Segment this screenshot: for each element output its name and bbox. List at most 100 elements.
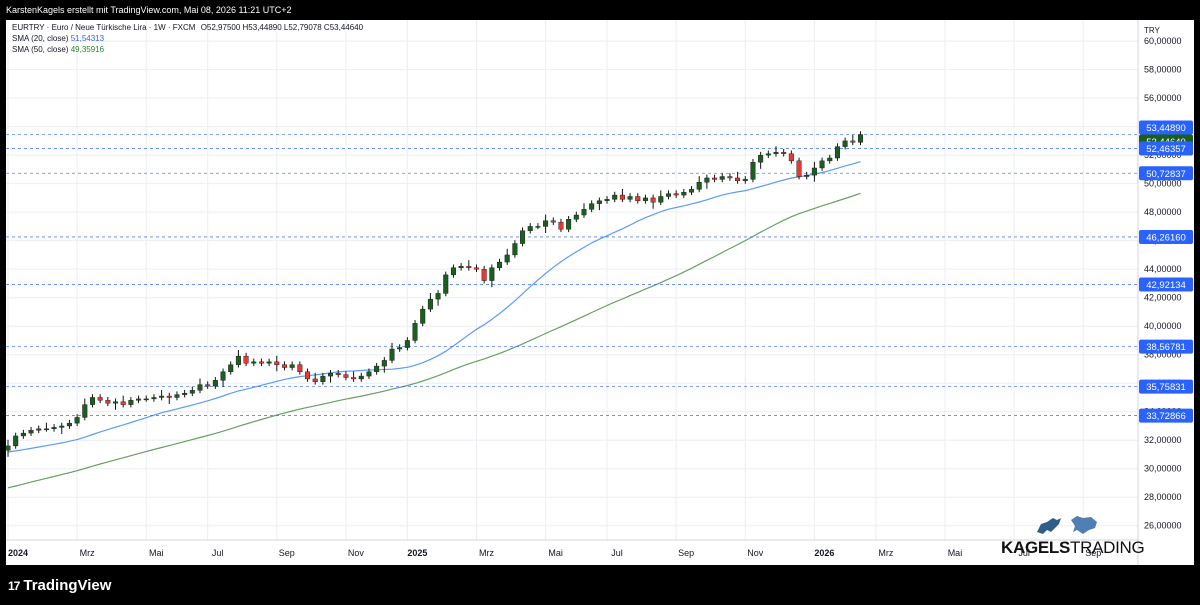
candle-up — [159, 395, 165, 398]
price-label-text: 52,46357 — [1146, 144, 1186, 155]
price-label-text: 35,75831 — [1146, 382, 1186, 393]
candle-down — [351, 377, 357, 380]
candle-down — [120, 401, 126, 405]
x-tick-label: Mrz — [878, 548, 893, 558]
candle-down — [97, 397, 103, 401]
candle-up — [842, 140, 848, 147]
candle-down — [735, 177, 741, 182]
y-tick-label: 40,00000 — [1144, 321, 1182, 331]
candle-up — [665, 193, 671, 197]
caption-text: KarstenKagels erstellt mit TradingView.c… — [6, 5, 292, 15]
symbol-line[interactable]: EURTRY · Euro / Neue Türkische Lira · 1W… — [12, 22, 366, 33]
candle-up — [857, 134, 863, 143]
candle-down — [619, 194, 625, 200]
candle-up — [758, 154, 764, 163]
candle-up — [128, 400, 134, 405]
price-label-box — [1139, 229, 1193, 244]
x-tick-label: Jul — [212, 548, 224, 558]
candle-up — [581, 209, 587, 216]
candle-up — [604, 199, 610, 201]
sma20-label: SMA (20, close) — [12, 34, 69, 43]
candle-up — [681, 192, 687, 196]
candle-down — [550, 220, 556, 223]
price-label-text: 42,92134 — [1146, 280, 1186, 291]
brand-bold: KAGELS — [1001, 538, 1071, 557]
candle-up — [811, 167, 817, 176]
y-tick-label: 60,00000 — [1144, 36, 1182, 46]
candle-up — [642, 197, 648, 201]
candle-up — [320, 375, 326, 382]
price-label-box — [1139, 120, 1193, 135]
candle-up — [404, 340, 410, 348]
candle-down — [558, 221, 564, 230]
brand-light: TRADING — [1070, 538, 1145, 557]
chart-legend: EURTRY · Euro / Neue Türkische Lira · 1W… — [12, 22, 366, 55]
candle-up — [220, 371, 226, 381]
brand-watermark: KAGELSTRADING — [1001, 512, 1145, 562]
x-tick-label: Mrz — [80, 548, 95, 558]
candle-up — [566, 219, 572, 230]
candle-up — [74, 417, 80, 424]
candle-up — [389, 348, 395, 361]
candle-up — [366, 371, 372, 377]
candle-up — [36, 428, 42, 431]
candle-up — [182, 392, 188, 395]
candle-down — [258, 361, 264, 364]
candle-down — [673, 193, 679, 196]
y-tick-label: 58,00000 — [1144, 65, 1182, 75]
candle-up — [358, 375, 364, 380]
candle-up — [834, 146, 840, 159]
candle-up — [28, 430, 34, 434]
candle-up — [627, 196, 633, 200]
y-tick-label: 32,00000 — [1144, 435, 1182, 445]
tradingview-logo[interactable]: 17 TradingView — [8, 577, 111, 594]
candle-up — [136, 398, 142, 401]
y-tick-label: 50,00000 — [1144, 179, 1182, 189]
candle-up — [543, 220, 549, 227]
candle-up — [266, 361, 272, 364]
sma50-legend[interactable]: SMA (50, close) 49,35916 — [12, 44, 366, 55]
candle-up — [51, 427, 57, 430]
y-tick-label: 42,00000 — [1144, 293, 1182, 303]
chart-frame[interactable]: 2024 Mrz Mai Jul Sep Nov 2025 Mrz Mai Jul Sep Nov 20… — [6, 20, 1194, 565]
sma50-line — [7, 192, 861, 489]
candle-up — [504, 254, 510, 263]
x-tick-label: 2026 — [814, 548, 834, 558]
price-label-text: 46,26160 — [1146, 232, 1186, 243]
candle-up — [420, 308, 426, 324]
candle-up — [535, 226, 541, 228]
candle-up — [82, 404, 88, 418]
candle-up — [573, 214, 579, 220]
candle-down — [281, 364, 287, 368]
y-tick-label: 30,00000 — [1144, 464, 1182, 474]
candle-up — [289, 364, 295, 368]
top-caption-bar: KarstenKagels erstellt mit TradingView.c… — [0, 0, 1200, 20]
candle-up — [696, 182, 702, 190]
tradingview-logo-text: TradingView — [23, 577, 112, 594]
price-chart[interactable]: 2024 Mrz Mai Jul Sep Nov 2025 Mrz Mai Jul Sep Nov 20… — [6, 20, 1194, 565]
symbol-title: EURTRY · Euro / Neue Türkische Lira · 1W… — [12, 23, 196, 32]
candle-up — [435, 293, 441, 300]
candle-up — [20, 432, 26, 437]
sma20-legend[interactable]: SMA (20, close) 51,54313 — [12, 33, 366, 44]
candle-up — [143, 398, 149, 401]
price-label-text: 50,72837 — [1146, 169, 1186, 180]
price-label-box — [1139, 379, 1193, 394]
y-tick-label: 44,00000 — [1144, 264, 1182, 274]
candle-down — [297, 364, 303, 373]
candle-down — [727, 176, 733, 179]
candle-down — [473, 267, 479, 270]
candle-down — [481, 268, 487, 281]
candle-up — [658, 196, 664, 203]
ohlc-values: O52,97500 H53,44890 L52,79078 C53,44640 — [200, 23, 364, 32]
candle-up — [113, 401, 119, 404]
candle-up — [443, 274, 449, 294]
candle-down — [796, 160, 802, 177]
candle-up — [13, 435, 19, 447]
price-label-text: 38,56781 — [1146, 342, 1186, 353]
bull-bear-icon — [1037, 516, 1097, 534]
sma50-value: 49,35916 — [70, 45, 105, 54]
candle-up — [397, 347, 403, 350]
candle-up — [89, 397, 95, 405]
price-label-text: 33,72866 — [1146, 411, 1186, 422]
